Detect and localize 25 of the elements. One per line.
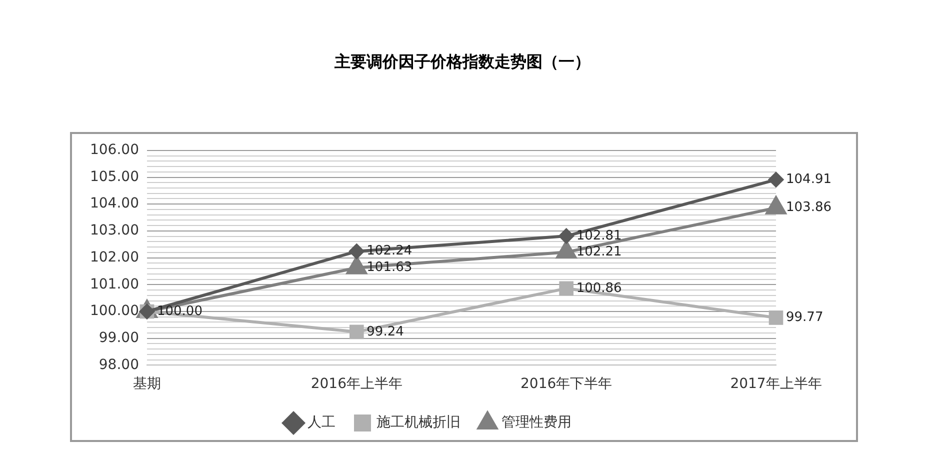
chart-title: 主要调价因子价格指数走势图（一） [334,52,592,73]
y-tick-label: 99.00 [98,330,139,346]
y-tick-label: 105.00 [90,168,139,185]
y-tick-label: 101.00 [90,276,139,292]
data-label: 102.81 [576,228,622,244]
y-tick-label: 102.00 [90,249,139,266]
x-tick-label: 2017年上半年 [730,376,822,392]
data-label: 100.00 [156,304,202,319]
x-tick-label: 2016年上半年 [310,376,402,392]
legend-label: 施工机械折旧 [376,414,460,431]
y-tick-label: 100.00 [90,303,139,320]
y-tick-label: 98.00 [98,356,139,373]
data-label: 99.24 [366,324,404,340]
y-tick-label: 103.00 [90,222,139,239]
data-label: 104.91 [786,172,832,188]
data-label: 103.86 [786,200,832,216]
data-label: 100.86 [576,280,622,296]
y-tick-label: 106.00 [90,142,139,158]
data-label: 99.77 [786,310,824,326]
legend-label: 人工 [308,414,336,431]
x-tick-label: 2016年下半年 [520,376,612,392]
y-tick-label: 104.00 [90,196,139,212]
data-label: 102.21 [576,244,622,260]
legend-label: 管理性费用 [502,414,572,431]
x-tick-label: 基期 [132,376,161,392]
